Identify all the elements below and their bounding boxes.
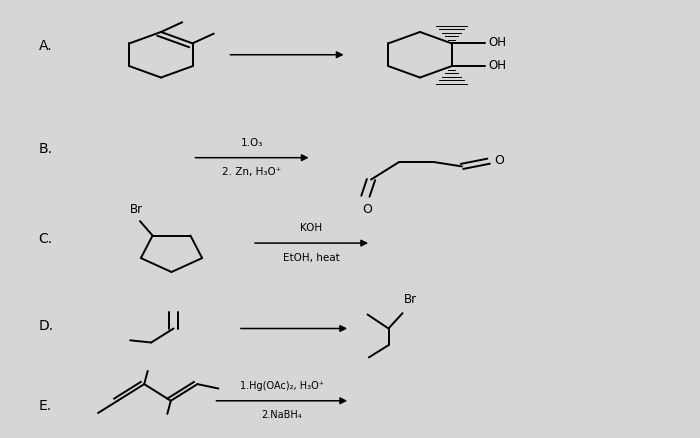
Text: B.: B. bbox=[38, 142, 52, 156]
Text: OH: OH bbox=[488, 59, 506, 72]
Text: 1.O₃: 1.O₃ bbox=[241, 138, 263, 148]
Text: E.: E. bbox=[38, 399, 52, 413]
Text: Br: Br bbox=[404, 293, 417, 306]
Text: O: O bbox=[494, 154, 504, 167]
Text: OH: OH bbox=[488, 36, 506, 49]
Text: D.: D. bbox=[38, 319, 54, 333]
Text: 2. Zn, H₃O⁺: 2. Zn, H₃O⁺ bbox=[223, 167, 281, 177]
Text: 2.NaBH₄: 2.NaBH₄ bbox=[261, 410, 302, 420]
Text: O: O bbox=[362, 203, 372, 216]
Text: KOH: KOH bbox=[300, 223, 323, 233]
Text: C.: C. bbox=[38, 232, 52, 246]
Text: A.: A. bbox=[38, 39, 52, 53]
Text: EtOH, heat: EtOH, heat bbox=[283, 253, 340, 263]
Text: 1.Hg(OAc)₂, H₃O⁺: 1.Hg(OAc)₂, H₃O⁺ bbox=[239, 381, 323, 391]
Text: Br: Br bbox=[130, 203, 143, 216]
